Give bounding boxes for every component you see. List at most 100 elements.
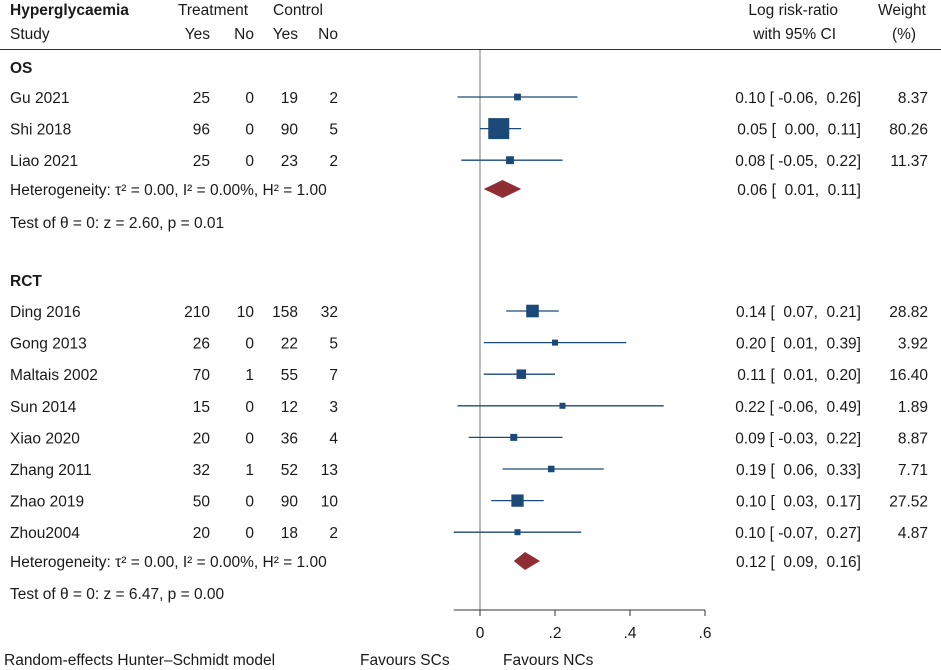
control-no-count: 2 (329, 153, 338, 170)
treatment-yes-count: 26 (193, 336, 210, 353)
weight-value: 28.82 (889, 304, 928, 321)
x-axis: 0 .2 .4 .6 (453, 609, 711, 642)
effect-ci-text: 0.10 [ 0.03, 0.17] (736, 494, 861, 511)
model-label: Random-effects Hunter–Schmidt model (4, 652, 275, 669)
treatment-no-count: 1 (245, 367, 254, 384)
treatment-no-count: 0 (245, 399, 254, 416)
effect-ci-text: 0.11 [ 0.01, 0.20] (737, 367, 861, 384)
weight-value: 16.40 (889, 367, 928, 384)
control-yes-header: Yes (273, 26, 299, 43)
treatment-yes-count: 50 (193, 494, 211, 511)
control-yes-count: 90 (281, 494, 299, 511)
overall-test-text: Test of θ = 0: z = 6.47, p = 0.00 (10, 586, 225, 603)
weight-column-header-line2: (%) (892, 26, 916, 43)
study-marker (516, 369, 526, 379)
pooled-ci-text: 0.12 [ 0.09, 0.16] (736, 554, 861, 571)
control-yes-count: 23 (281, 153, 298, 170)
control-no-count: 32 (321, 304, 338, 321)
control-yes-count: 158 (272, 304, 298, 321)
treatment-yes-count: 25 (193, 90, 210, 107)
treatment-no-count: 0 (245, 494, 254, 511)
study-name: Gu 2021 (10, 90, 69, 107)
treatment-no-count: 0 (245, 153, 254, 170)
study-name: Sun 2014 (10, 399, 77, 416)
treatment-no-header: No (234, 26, 254, 43)
weight-value: 80.26 (889, 122, 928, 139)
weight-column-header-line1: Weight (878, 2, 927, 19)
treatment-no-count: 0 (245, 122, 254, 139)
treatment-yes-count: 15 (193, 399, 210, 416)
effect-ci-text: 0.22 [ -0.06, 0.49] (735, 399, 861, 416)
treatment-yes-count: 70 (193, 367, 211, 384)
weight-value: 27.52 (889, 494, 928, 511)
effect-column-header-line2: with 95% CI (752, 26, 836, 43)
control-no-count: 2 (329, 90, 338, 107)
treatment-yes-count: 32 (193, 462, 210, 479)
control-yes-count: 52 (281, 462, 298, 479)
treatment-no-count: 0 (245, 336, 254, 353)
treatment-yes-count: 20 (193, 525, 211, 542)
effect-ci-text: 0.10 [ -0.07, 0.27] (735, 525, 861, 542)
x-axis-tick-label: .2 (549, 625, 562, 642)
study-name: Zhou2004 (10, 525, 80, 542)
favours-right-label: Favours NCs (503, 652, 594, 669)
study-name: Zhao 2019 (10, 494, 84, 511)
study-name: Shi 2018 (10, 122, 71, 139)
study-column-header: Study (10, 26, 50, 43)
treatment-no-count: 0 (245, 430, 254, 447)
treatment-yes-count: 25 (193, 153, 210, 170)
group-label: RCT (10, 273, 42, 290)
effect-ci-text: 0.10 [ -0.06, 0.26] (735, 90, 861, 107)
treatment-column-header: Treatment (178, 2, 249, 19)
study-name: Ding 2016 (10, 304, 81, 321)
control-no-count: 3 (329, 399, 338, 416)
treatment-yes-count: 96 (193, 122, 210, 139)
chart-title: Hyperglycaemia (10, 2, 129, 19)
treatment-no-count: 1 (245, 462, 254, 479)
control-column-header: Control (273, 2, 323, 19)
study-marker (514, 93, 521, 101)
study-marker (510, 433, 518, 441)
treatment-yes-header: Yes (185, 26, 211, 43)
weight-value: 11.37 (890, 153, 928, 170)
x-axis-tick-label: 0 (476, 625, 485, 642)
pooled-diamond (483, 180, 522, 198)
control-yes-count: 90 (281, 122, 299, 139)
treatment-no-count: 10 (237, 304, 255, 321)
control-yes-count: 12 (281, 399, 298, 416)
control-no-count: 2 (329, 525, 338, 542)
heterogeneity-text: Heterogeneity: τ² = 0.00, I² = 0.00%, H²… (10, 182, 327, 199)
control-no-header: No (318, 26, 338, 43)
group-label: OS (10, 60, 32, 77)
study-marker (559, 402, 566, 409)
study-marker (506, 156, 514, 165)
control-no-count: 7 (329, 367, 338, 384)
study-marker (547, 465, 555, 473)
effect-ci-text: 0.14 [ 0.07, 0.21] (736, 304, 861, 321)
treatment-no-count: 0 (245, 525, 254, 542)
x-axis-tick-label: .4 (624, 625, 637, 642)
pooled-diamond (513, 552, 540, 570)
heterogeneity-text: Heterogeneity: τ² = 0.00, I² = 0.00%, H²… (10, 554, 327, 571)
weight-value: 8.37 (898, 90, 928, 107)
weight-value: 8.87 (898, 430, 928, 447)
control-yes-count: 36 (281, 430, 298, 447)
treatment-no-count: 0 (245, 90, 254, 107)
control-yes-count: 55 (281, 367, 298, 384)
weight-value: 1.89 (898, 399, 928, 416)
control-no-count: 4 (329, 430, 338, 447)
effect-column-header-line1: Log risk-ratio (748, 2, 838, 19)
control-no-count: 5 (329, 336, 338, 353)
control-no-count: 5 (329, 122, 338, 139)
control-no-count: 13 (321, 462, 338, 479)
control-yes-count: 19 (281, 90, 298, 107)
treatment-yes-count: 20 (193, 430, 211, 447)
study-name: Gong 2013 (10, 336, 87, 353)
study-name: Maltais 2002 (10, 367, 98, 384)
pooled-ci-text: 0.06 [ 0.01, 0.11] (737, 182, 861, 199)
study-name: Liao 2021 (10, 153, 78, 170)
overall-test-text: Test of θ = 0: z = 2.60, p = 0.01 (10, 215, 224, 232)
control-yes-count: 22 (281, 336, 298, 353)
